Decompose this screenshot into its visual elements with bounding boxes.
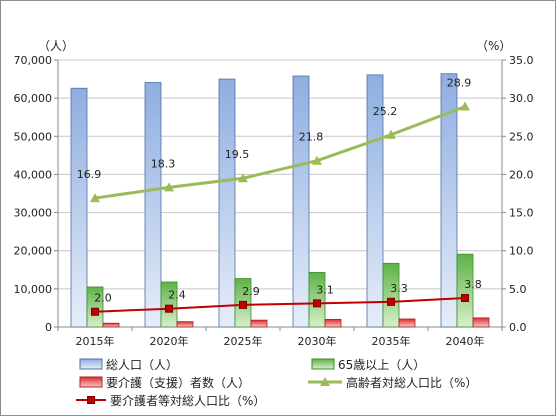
line-care-ratio	[94, 297, 466, 313]
bar-care	[472, 317, 490, 328]
left-tick-label: 0	[45, 321, 52, 334]
marker-square	[387, 297, 395, 306]
left-tick-label: 50,000	[14, 130, 53, 143]
data-label-elderly-ratio: 18.3	[151, 157, 176, 170]
bar-elderly	[86, 286, 104, 328]
right-tick-label: 15.0	[509, 207, 534, 220]
data-labels: 16.9 18.3 19.5 21.8 25.2 28.9 2.0 2.4 2.9 3.1 3.3 3…	[77, 77, 482, 305]
left-tick-label: 20,000	[14, 245, 53, 258]
legend-item-elderly: 65歳以上（人）	[311, 358, 425, 372]
data-label-elderly-ratio: 21.8	[299, 131, 324, 144]
left-tick-label: 40,000	[14, 168, 53, 181]
series-lines	[90, 101, 470, 316]
x-tick-label: 2015年	[76, 334, 115, 348]
x-tick-label: 2035年	[372, 334, 411, 348]
line-elderly-ratio	[94, 105, 466, 200]
left-unit-label: （人）	[38, 39, 74, 53]
marker-triangle	[460, 101, 470, 111]
left-tick-label: 10,000	[14, 283, 53, 296]
x-tick-label: 2040年	[446, 334, 485, 348]
bar-total	[70, 87, 88, 328]
bar-care	[176, 321, 194, 328]
right-tick-label: 10.0	[509, 245, 534, 258]
x-tick-label: 2025年	[224, 334, 263, 348]
left-tick-label: 70,000	[14, 54, 53, 67]
marker-square	[239, 300, 247, 309]
data-label-care-ratio: 2.4	[168, 289, 186, 302]
legend-label: 高齢者対総人口比（%）	[346, 375, 477, 390]
marker-triangle	[90, 193, 100, 203]
data-label-elderly-ratio: 16.9	[77, 168, 102, 181]
marker-square	[313, 299, 321, 308]
x-tick-label: 2030年	[298, 334, 337, 348]
right-tick-label: 0.0	[509, 321, 527, 334]
legend-item-care-ratio: 要介護者等対総人口比（%）	[76, 393, 265, 408]
marker-square	[91, 307, 99, 316]
marker-triangle	[312, 155, 322, 165]
bar-elderly	[382, 262, 400, 328]
data-label-care-ratio: 3.3	[390, 282, 408, 295]
legend-marker	[87, 396, 95, 404]
legend-label: 総人口（人）	[106, 358, 178, 372]
bar-total	[292, 75, 310, 328]
bar-elderly	[160, 281, 178, 328]
marker-triangle	[386, 129, 396, 139]
legend-item-care-count: 要介護（支援）者数（人）	[79, 375, 250, 390]
legend-label: 要介護（支援）者数（人）	[106, 375, 250, 390]
right-unit-label: （%）	[476, 39, 511, 53]
legend-swatch	[79, 376, 103, 388]
right-tick-label: 35.0	[509, 54, 534, 67]
legend-swatch	[79, 358, 103, 370]
legend-marker	[320, 377, 330, 386]
legend-label: 65歳以上（人）	[338, 358, 425, 372]
left-tick-label: 60,000	[14, 92, 53, 105]
marker-square	[461, 294, 469, 303]
left-tick-label: 30,000	[14, 207, 53, 220]
right-tick-label: 20.0	[509, 168, 534, 181]
bar-care	[102, 322, 120, 328]
data-label-care-ratio: 2.0	[94, 292, 112, 305]
axes: 0 10,000 20,000 30,000 40,000 50,000 60,000 70,…	[14, 39, 534, 348]
bar-elderly	[456, 253, 474, 328]
x-tick-label: 2020年	[150, 334, 189, 348]
bar-total	[144, 82, 162, 328]
bar-care	[324, 318, 342, 328]
bar-care	[398, 318, 416, 328]
data-label-elderly-ratio: 25.2	[373, 105, 398, 118]
legend-label: 要介護者等対総人口比（%）	[110, 393, 265, 408]
data-label-elderly-ratio: 19.5	[225, 148, 250, 161]
gridlines	[58, 59, 502, 290]
data-label-elderly-ratio: 28.9	[447, 77, 472, 90]
marker-square	[165, 304, 173, 313]
bar-total	[440, 73, 458, 328]
right-tick-label: 25.0	[509, 130, 534, 143]
legend-item-elderly-ratio: 高齢者対総人口比（%）	[308, 375, 477, 390]
legend-item-total-population: 総人口（人）	[79, 358, 178, 372]
marker-triangle	[164, 182, 174, 192]
bar-total	[218, 78, 236, 328]
data-label-care-ratio: 3.1	[316, 283, 334, 296]
bar-care	[250, 319, 268, 328]
legend: 総人口（人） 65歳以上（人） 要介護（支援）者数（人） 高齢者対総人口比（%） 要介護…	[76, 358, 477, 408]
right-tick-label: 5.0	[509, 283, 527, 296]
legend-swatch	[311, 358, 335, 370]
data-label-care-ratio: 2.9	[242, 285, 260, 298]
marker-triangle	[238, 173, 248, 183]
data-label-care-ratio: 3.8	[464, 278, 482, 291]
right-tick-label: 30.0	[509, 92, 534, 105]
